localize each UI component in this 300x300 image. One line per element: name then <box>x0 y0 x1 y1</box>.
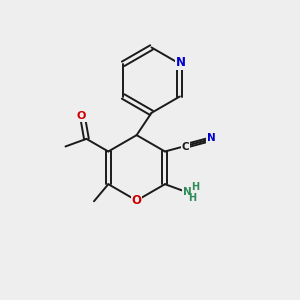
Text: N: N <box>176 56 186 69</box>
Text: H: H <box>188 193 196 203</box>
Text: C: C <box>182 142 190 152</box>
Text: H: H <box>191 182 199 192</box>
Text: N: N <box>207 133 215 143</box>
Text: N: N <box>183 187 192 197</box>
Text: O: O <box>77 111 86 121</box>
Text: O: O <box>132 194 142 207</box>
